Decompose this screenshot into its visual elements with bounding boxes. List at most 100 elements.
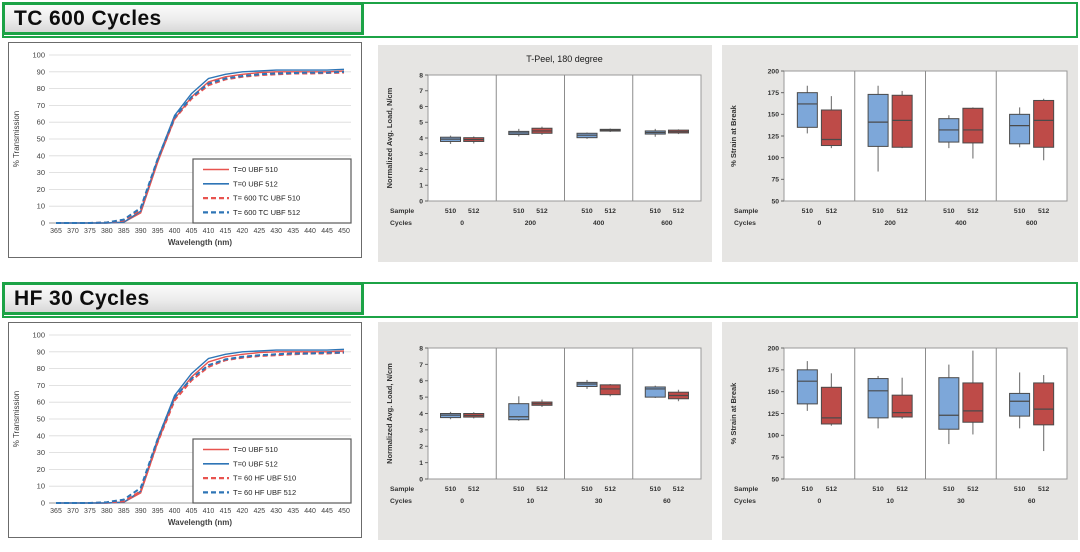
svg-text:600: 600 xyxy=(661,220,673,227)
box-0-510 xyxy=(440,135,462,144)
svg-text:512: 512 xyxy=(673,208,685,215)
box-0-512 xyxy=(820,373,842,426)
box-60-512 xyxy=(667,389,689,402)
box-30-512 xyxy=(962,350,984,435)
svg-text:200: 200 xyxy=(525,220,537,227)
box-200-512 xyxy=(531,126,553,135)
box-0-512 xyxy=(463,412,485,419)
svg-text:380: 380 xyxy=(101,508,113,515)
svg-text:510: 510 xyxy=(650,486,662,493)
svg-text:410: 410 xyxy=(203,508,215,515)
legend-label: T=0 UBF 510 xyxy=(233,445,278,454)
box-600-512 xyxy=(667,129,689,135)
chart-title: T-Peel, 180 degree xyxy=(526,54,603,64)
svg-text:0: 0 xyxy=(41,219,45,228)
svg-text:385: 385 xyxy=(118,228,130,235)
svg-text:430: 430 xyxy=(270,228,282,235)
legend-label: T=0 UBF 512 xyxy=(233,459,278,468)
y-axis-title: Normalized Avg. Load, N/cm xyxy=(385,87,394,188)
box-0-512 xyxy=(820,96,842,149)
tpeel-boxplot-hf: 0 1 2 3 4 5 6 7 8 Normalized Avg. Load, N/cm Sampl… xyxy=(378,322,712,540)
strain-tc-svg: 50 75 100 125 150 175 200 % Strain at Break Samp… xyxy=(729,68,1068,227)
box-400-512 xyxy=(599,128,621,133)
svg-text:410: 410 xyxy=(203,228,215,235)
box-200-512 xyxy=(891,90,913,149)
box-200-510 xyxy=(867,85,889,172)
box-600-510 xyxy=(1009,107,1031,148)
svg-text:0: 0 xyxy=(41,499,45,508)
svg-text:3: 3 xyxy=(419,151,423,158)
svg-text:365: 365 xyxy=(50,228,62,235)
box-30-510 xyxy=(576,379,598,389)
svg-text:365: 365 xyxy=(50,508,62,515)
svg-text:10: 10 xyxy=(527,498,535,505)
svg-text:60: 60 xyxy=(37,398,45,407)
svg-text:375: 375 xyxy=(84,228,96,235)
svg-text:510: 510 xyxy=(1014,486,1026,493)
svg-text:512: 512 xyxy=(1038,486,1050,493)
svg-text:395: 395 xyxy=(152,508,164,515)
svg-text:512: 512 xyxy=(536,208,548,215)
svg-text:510: 510 xyxy=(872,486,884,493)
box-0-510 xyxy=(796,361,818,411)
svg-text:60: 60 xyxy=(663,498,671,505)
svg-text:200: 200 xyxy=(884,220,896,227)
box-10-512 xyxy=(891,377,913,419)
svg-text:512: 512 xyxy=(468,208,480,215)
series-line xyxy=(56,351,344,504)
box-60-512 xyxy=(1033,375,1055,452)
svg-text:75: 75 xyxy=(771,455,779,462)
svg-text:5: 5 xyxy=(419,120,423,127)
legend-label: T=0 UBF 512 xyxy=(233,179,278,188)
svg-text:510: 510 xyxy=(513,208,525,215)
svg-text:200: 200 xyxy=(768,345,780,352)
svg-text:450: 450 xyxy=(338,508,350,515)
svg-text:40: 40 xyxy=(37,151,45,160)
series-line xyxy=(56,70,345,224)
cycles-row-label: Cycles xyxy=(734,498,756,505)
svg-text:30: 30 xyxy=(37,168,45,177)
box-10-510 xyxy=(867,375,889,429)
svg-text:510: 510 xyxy=(802,486,814,493)
svg-text:100: 100 xyxy=(768,155,780,162)
legend-label: T= 60 HF UBF 512 xyxy=(233,488,296,497)
svg-text:4: 4 xyxy=(419,411,423,418)
svg-text:100: 100 xyxy=(32,51,45,60)
svg-text:175: 175 xyxy=(768,90,780,97)
svg-text:510: 510 xyxy=(581,208,593,215)
box-30-510 xyxy=(938,364,960,445)
svg-text:90: 90 xyxy=(37,67,45,76)
svg-text:430: 430 xyxy=(270,508,282,515)
svg-text:510: 510 xyxy=(943,208,955,215)
svg-text:420: 420 xyxy=(237,228,249,235)
sample-row-label: Sample xyxy=(734,486,758,493)
svg-text:125: 125 xyxy=(768,411,780,418)
box-400-510 xyxy=(938,115,960,149)
svg-text:3: 3 xyxy=(419,427,423,434)
svg-text:510: 510 xyxy=(943,486,955,493)
tpeel-boxplot-tc: T-Peel, 180 degree 0 1 2 3 4 5 6 7 8 Normalized Av… xyxy=(378,45,712,262)
svg-text:440: 440 xyxy=(304,508,316,515)
svg-text:512: 512 xyxy=(896,486,908,493)
svg-text:20: 20 xyxy=(37,465,45,474)
svg-text:445: 445 xyxy=(321,228,333,235)
svg-text:370: 370 xyxy=(67,228,79,235)
strain-boxplot-tc: 50 75 100 125 150 175 200 % Strain at Break Samp… xyxy=(722,45,1078,262)
tpeel-tc-svg: T-Peel, 180 degree 0 1 2 3 4 5 6 7 8 Normalized Av… xyxy=(385,54,702,227)
svg-text:510: 510 xyxy=(650,208,662,215)
svg-text:80: 80 xyxy=(37,84,45,93)
svg-text:20: 20 xyxy=(37,185,45,194)
svg-text:510: 510 xyxy=(445,208,457,215)
y-axis-title: % Transmission xyxy=(12,111,21,167)
cycles-row-label: Cycles xyxy=(734,220,756,227)
svg-text:1: 1 xyxy=(419,183,423,190)
svg-text:405: 405 xyxy=(186,228,198,235)
x-axis-title: Wavelength (nm) xyxy=(168,518,232,527)
svg-text:0: 0 xyxy=(817,498,821,505)
svg-text:510: 510 xyxy=(445,486,457,493)
y-axis-title: Normalized Avg. Load, N/cm xyxy=(385,363,394,464)
svg-text:385: 385 xyxy=(118,508,130,515)
box-400-512 xyxy=(962,107,984,159)
